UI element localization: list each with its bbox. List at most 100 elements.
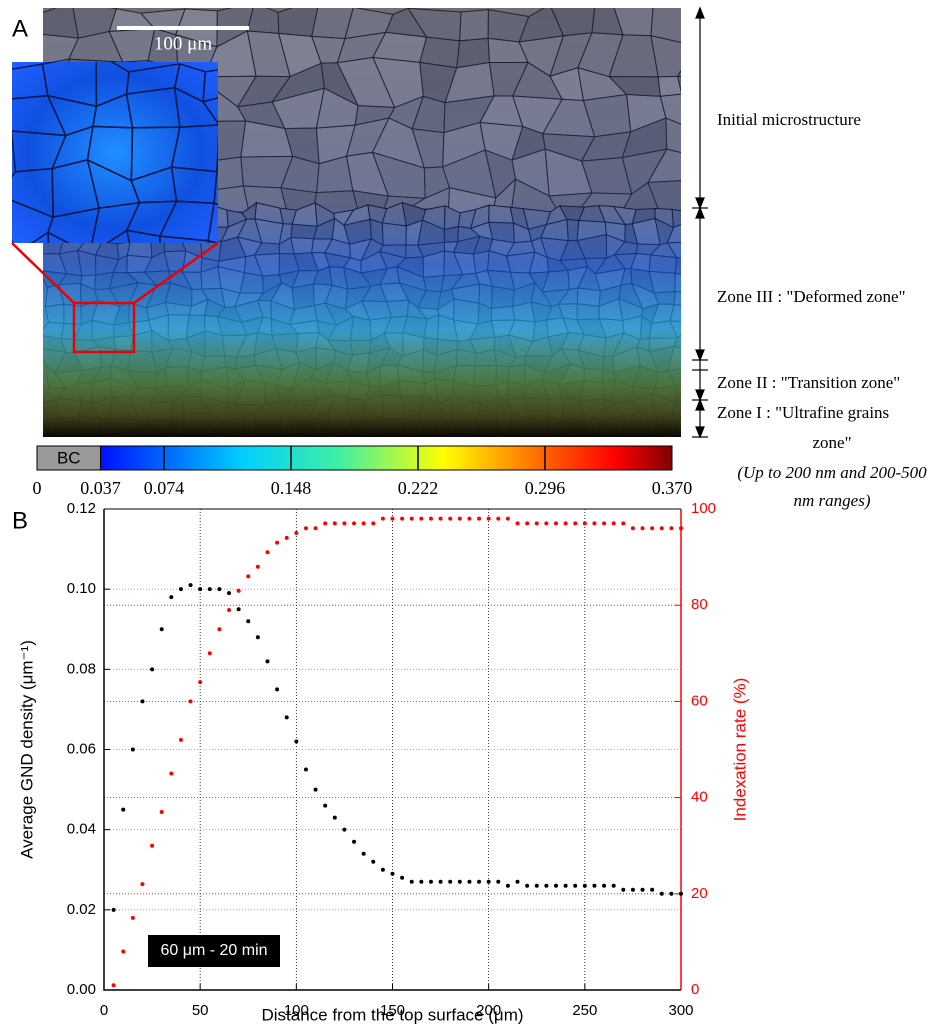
colorbar-label: BC xyxy=(57,448,81,467)
point xyxy=(409,516,414,521)
zone-label: Zone I : "Ultrafine grains xyxy=(717,403,889,422)
colorbar-tick-label: 0.074 xyxy=(144,478,185,498)
point xyxy=(486,516,491,521)
y2-tick-label: 0 xyxy=(691,981,699,998)
x-tick-label: 50 xyxy=(192,1002,209,1019)
grain xyxy=(216,134,218,173)
y-tick-label: 0.08 xyxy=(67,660,96,677)
grain xyxy=(690,276,712,292)
zone-brackets xyxy=(692,6,708,439)
point xyxy=(448,516,453,521)
point xyxy=(400,516,405,521)
point xyxy=(438,516,443,521)
point xyxy=(659,526,664,531)
point xyxy=(573,883,578,888)
point xyxy=(390,871,395,876)
point xyxy=(611,883,616,888)
point xyxy=(111,907,116,912)
point xyxy=(265,659,270,664)
point xyxy=(265,550,270,555)
zone-label: zone" xyxy=(812,433,851,452)
point xyxy=(178,737,183,742)
zone-note: (Up to 200 nm and 200-500 xyxy=(737,463,927,482)
point xyxy=(525,521,530,526)
point xyxy=(332,521,337,526)
point xyxy=(438,879,443,884)
zoom-box xyxy=(72,301,136,354)
point xyxy=(650,526,655,531)
y-axis-label: Average GND density (μm⁻¹) xyxy=(17,640,36,859)
point xyxy=(121,949,126,954)
point xyxy=(525,883,530,888)
point xyxy=(457,879,462,884)
point xyxy=(390,516,395,521)
point xyxy=(140,882,145,887)
colorbar-tick-label: 0.037 xyxy=(80,478,121,498)
point xyxy=(621,887,626,892)
point xyxy=(140,699,145,704)
point xyxy=(159,627,164,632)
y2-tick-label: 80 xyxy=(691,596,708,613)
point xyxy=(227,608,232,613)
point xyxy=(505,883,510,888)
point xyxy=(553,521,558,526)
point xyxy=(630,887,635,892)
point xyxy=(630,526,635,531)
point xyxy=(361,521,366,526)
grain xyxy=(173,86,218,128)
point xyxy=(573,521,578,526)
point xyxy=(563,521,568,526)
point xyxy=(534,521,539,526)
point xyxy=(236,588,241,593)
point xyxy=(467,879,472,884)
panel-label: A xyxy=(12,15,28,42)
y-tick-label: 0.06 xyxy=(67,740,96,757)
point xyxy=(332,815,337,820)
grain xyxy=(202,69,218,103)
point xyxy=(294,531,299,536)
point xyxy=(246,619,251,624)
point xyxy=(371,521,376,526)
y-tick-label: 0.02 xyxy=(67,901,96,918)
point xyxy=(313,787,318,792)
point xyxy=(130,915,135,920)
grain xyxy=(679,252,681,259)
x-tick-label: 250 xyxy=(572,1002,597,1019)
zoom-line xyxy=(133,241,219,305)
point xyxy=(505,516,510,521)
point xyxy=(294,739,299,744)
zone-label: Initial microstructure xyxy=(717,110,861,129)
grain xyxy=(687,148,733,195)
point xyxy=(323,521,328,526)
point xyxy=(246,574,251,579)
chart: 0 50 100 150 200 250 3000.000.020.040.060.080.… xyxy=(17,500,749,1025)
zone-label: Zone II : "Transition zone" xyxy=(717,373,900,392)
axis-frame xyxy=(103,509,681,991)
grain xyxy=(201,97,218,125)
colorbar-tick-label: 0.148 xyxy=(271,478,312,498)
grain xyxy=(105,229,131,243)
grain xyxy=(676,75,681,93)
y2-tick-label: 100 xyxy=(691,500,716,517)
point xyxy=(303,767,308,772)
point xyxy=(323,803,328,808)
colorbar-bc xyxy=(36,445,101,471)
grain xyxy=(689,221,704,242)
point xyxy=(640,526,645,531)
colorbar-tick-label: 0 xyxy=(33,478,42,498)
point xyxy=(111,983,116,988)
point xyxy=(679,526,683,531)
point xyxy=(409,879,414,884)
x-tick-label: 300 xyxy=(668,1002,693,1019)
grain xyxy=(30,231,50,243)
point xyxy=(255,635,260,640)
grain xyxy=(690,256,714,275)
point xyxy=(188,583,193,588)
grain xyxy=(687,367,707,381)
inset-grains xyxy=(12,62,218,243)
grain xyxy=(47,207,100,243)
point xyxy=(419,879,424,884)
point xyxy=(352,521,357,526)
grain xyxy=(685,318,710,337)
colorbar-scale xyxy=(100,445,673,471)
